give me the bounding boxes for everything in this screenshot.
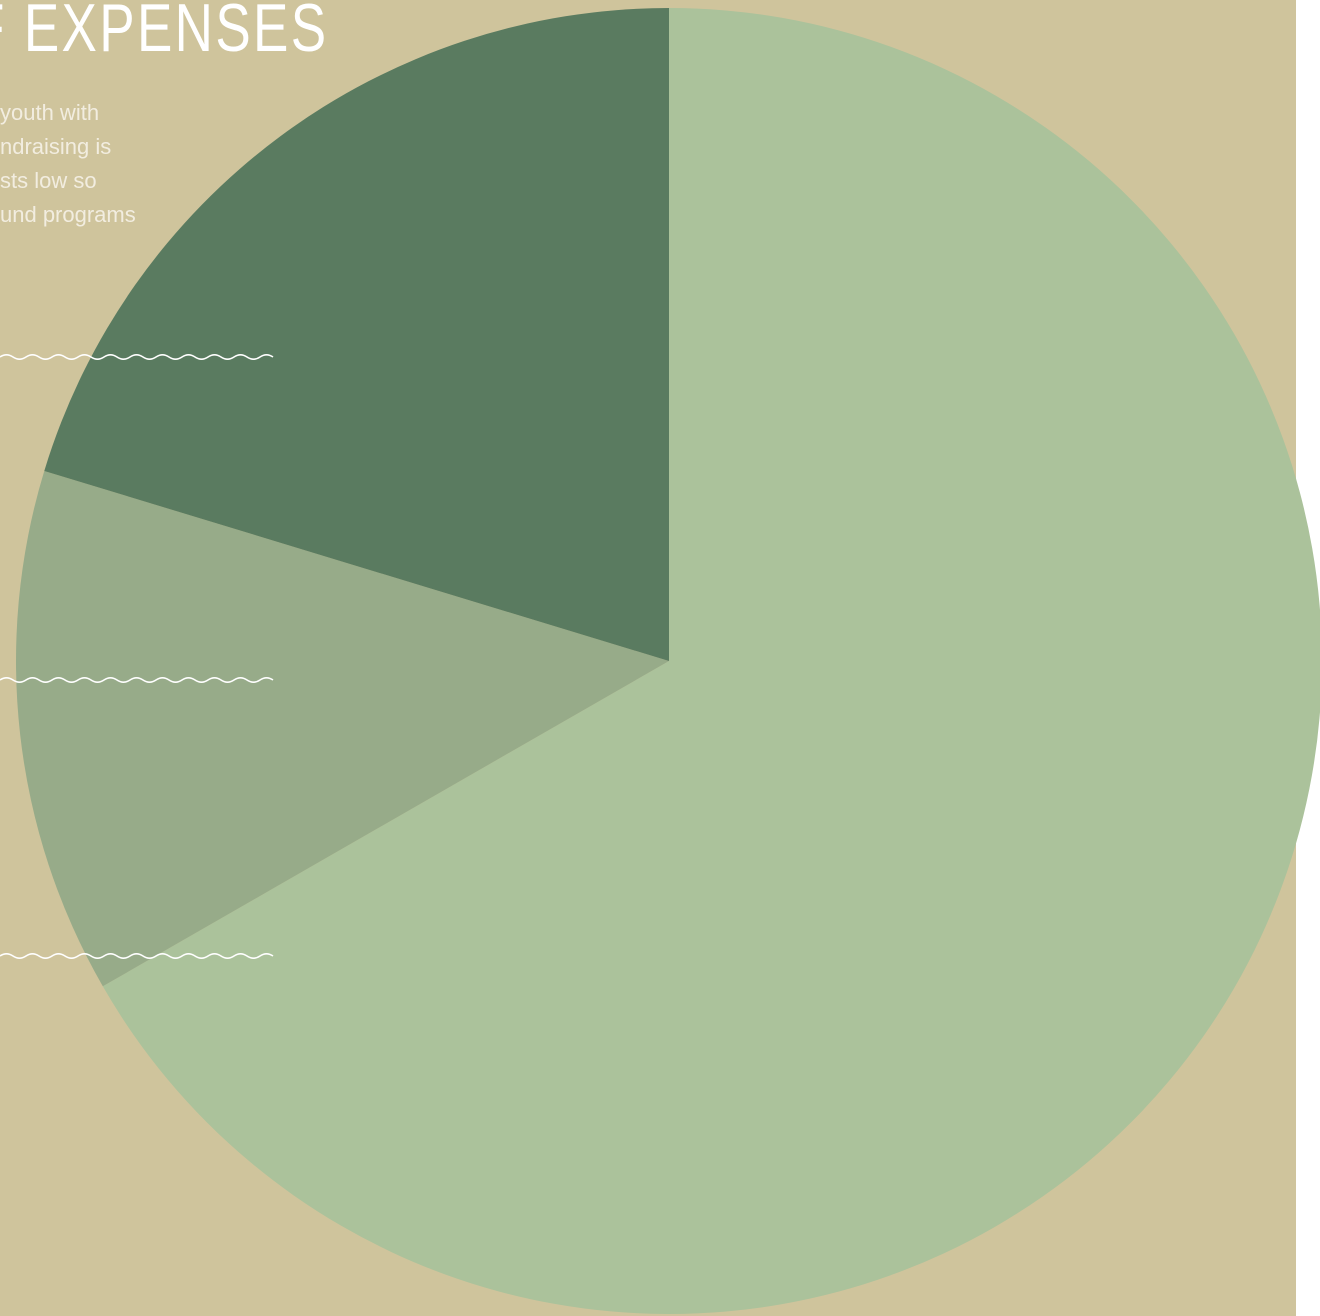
leader-lines (0, 354, 274, 959)
description-line: ndraising is (0, 134, 112, 159)
leader-line-1 (0, 354, 274, 360)
description-line: youth with (0, 100, 100, 125)
leader-line-3 (0, 953, 274, 959)
description-line: und programs (0, 202, 136, 227)
pie-slice-1 (102, 8, 1320, 1314)
leader-line-2 (0, 677, 274, 683)
pie-slices (16, 8, 1320, 1314)
chart-title: F EXPENSES (0, 0, 329, 66)
pie-slice-2 (16, 470, 669, 987)
description-line: sts low so (0, 168, 97, 193)
chart-description: youth with ndraising is sts low so und p… (0, 96, 180, 232)
pie-slice-3 (44, 8, 669, 661)
